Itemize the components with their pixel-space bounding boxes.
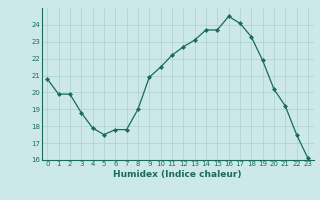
X-axis label: Humidex (Indice chaleur): Humidex (Indice chaleur) <box>113 170 242 179</box>
